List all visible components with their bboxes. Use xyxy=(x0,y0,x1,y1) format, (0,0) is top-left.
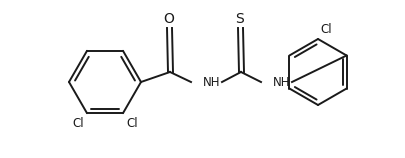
Text: NH: NH xyxy=(272,76,290,88)
Text: Cl: Cl xyxy=(72,117,84,130)
Text: Cl: Cl xyxy=(319,23,331,36)
Text: Cl: Cl xyxy=(126,117,137,130)
Text: NH: NH xyxy=(202,76,220,88)
Text: O: O xyxy=(163,12,174,26)
Text: S: S xyxy=(235,12,244,26)
